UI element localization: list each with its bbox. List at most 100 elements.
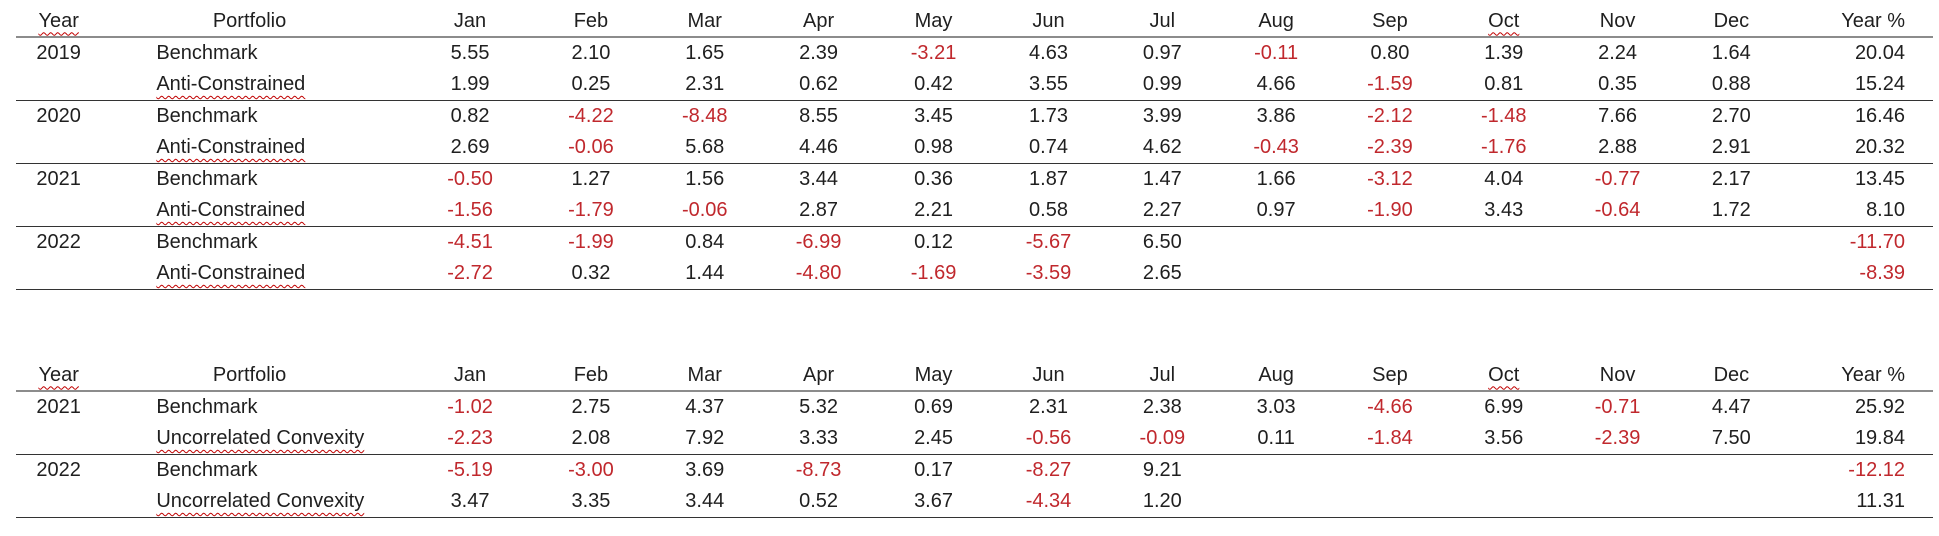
header-apr: Apr [802, 9, 835, 32]
row-portfolio: Anti-Constrained [156, 199, 306, 221]
header-may: May [914, 363, 953, 386]
month-value: 1.39 [1484, 42, 1524, 64]
month-value: 8.55 [799, 105, 839, 127]
month-value: 1.64 [1711, 42, 1751, 64]
month-value: 3.69 [685, 459, 725, 481]
month-value: 0.52 [799, 490, 839, 512]
month-value: 0.99 [1142, 73, 1182, 95]
month-value: -1.90 [1367, 199, 1413, 221]
month-value: 3.45 [914, 105, 953, 127]
month-value: -0.50 [447, 168, 493, 190]
month-value: 3.55 [1029, 73, 1068, 95]
month-value: -1.79 [568, 199, 614, 221]
row-year [16, 258, 101, 290]
row-portfolio: Anti-Constrained [156, 262, 306, 284]
month-value: 3.86 [1256, 105, 1296, 127]
row-portfolio: Uncorrelated Convexity [156, 427, 365, 449]
table-row: 2020 Benchmark 0.82 -4.22 -8.48 8.55 3.45 1.73 3… [16, 101, 1933, 133]
row-portfolio: Benchmark [156, 105, 258, 127]
row-year [16, 69, 101, 101]
header-jun: Jun [1032, 9, 1065, 32]
month-value: 4.47 [1711, 396, 1751, 418]
header-feb: Feb [573, 9, 609, 32]
month-value: -0.64 [1594, 199, 1641, 221]
month-value: -8.27 [1025, 459, 1072, 481]
month-value: 0.58 [1029, 199, 1068, 221]
table-row: 2021 Benchmark -0.50 1.27 1.56 3.44 0.36 1.87 1.… [16, 164, 1933, 196]
month-value: 9.21 [1142, 459, 1182, 481]
header-dec: Dec [1713, 9, 1750, 32]
month-value: 1.87 [1029, 168, 1068, 190]
table-row: 2021 Benchmark -1.02 2.75 4.37 5.32 0.69 2.31 2.… [16, 391, 1933, 423]
month-value [1552, 258, 1682, 290]
table-row: Anti-Constrained 1.99 0.25 2.31 0.62 0.42 3.55… [16, 69, 1933, 101]
month-value: 1.20 [1142, 490, 1182, 512]
row-year: 2022 [36, 459, 81, 481]
table-row: Uncorrelated Convexity 3.47 3.35 3.44 0.52 3.… [16, 486, 1933, 518]
month-value: -1.69 [910, 262, 957, 284]
month-value: 4.62 [1142, 136, 1182, 158]
month-value: 0.98 [914, 136, 953, 158]
month-value: -6.99 [795, 231, 842, 253]
header-jul: Jul [1149, 363, 1176, 386]
month-value [1455, 455, 1552, 487]
month-value: -3.00 [568, 459, 614, 481]
row-portfolio: Benchmark [156, 231, 258, 253]
month-value: 0.97 [1256, 199, 1296, 221]
row-portfolio: Anti-Constrained [156, 73, 306, 95]
month-value: 5.55 [450, 42, 490, 64]
month-value: -1.76 [1480, 136, 1527, 158]
header-year: Year [38, 9, 79, 32]
month-value: 2.27 [1142, 199, 1182, 221]
header-nov: Nov [1599, 9, 1636, 32]
month-value [1552, 486, 1682, 518]
month-value [1683, 227, 1780, 259]
row-portfolio: Anti-Constrained [156, 136, 306, 158]
month-value: -0.06 [681, 199, 728, 221]
month-value [1228, 258, 1325, 290]
row-year [16, 195, 101, 227]
month-value: 0.81 [1484, 73, 1524, 95]
month-value: 6.99 [1484, 396, 1524, 418]
month-value: -1.99 [568, 231, 614, 253]
month-value: 7.66 [1598, 105, 1638, 127]
month-value: 2.08 [571, 427, 611, 449]
month-value: -2.72 [447, 262, 493, 284]
month-value: 3.33 [799, 427, 839, 449]
month-value [1455, 258, 1552, 290]
month-value: 3.47 [450, 490, 490, 512]
row-year: 2019 [36, 42, 81, 64]
month-value [1228, 455, 1325, 487]
month-value [1683, 258, 1780, 290]
month-value: 3.56 [1484, 427, 1524, 449]
month-value: -4.66 [1367, 396, 1413, 418]
row-portfolio: Benchmark [156, 459, 258, 481]
month-value: 0.82 [450, 105, 490, 127]
month-value: 7.50 [1711, 427, 1751, 449]
header-nov: Nov [1599, 363, 1636, 386]
header-dec: Dec [1713, 363, 1750, 386]
year-pct-value: -12.12 [1848, 459, 1905, 481]
month-value: 3.03 [1256, 396, 1296, 418]
row-year [16, 132, 101, 164]
month-value [1228, 486, 1325, 518]
month-value: 3.35 [571, 490, 611, 512]
month-value: 0.88 [1711, 73, 1751, 95]
month-value: 4.46 [799, 136, 839, 158]
header-mar: Mar [687, 9, 722, 32]
month-value: 2.91 [1711, 136, 1751, 158]
year-pct-value: -11.70 [1849, 231, 1905, 253]
month-value: -4.51 [447, 231, 493, 253]
month-value [1683, 455, 1780, 487]
month-value: 0.84 [685, 231, 725, 253]
month-value: 2.24 [1598, 42, 1638, 64]
header-jan: Jan [453, 363, 487, 386]
header-sep: Sep [1372, 363, 1408, 386]
month-value: -1.48 [1480, 105, 1527, 127]
month-value: 2.10 [571, 42, 611, 64]
month-value: 4.04 [1484, 168, 1524, 190]
header-year-pct: Year % [1841, 9, 1905, 32]
year-pct-value: 16.46 [1854, 105, 1905, 127]
month-value: 0.69 [914, 396, 953, 418]
month-value: 0.80 [1370, 42, 1410, 64]
